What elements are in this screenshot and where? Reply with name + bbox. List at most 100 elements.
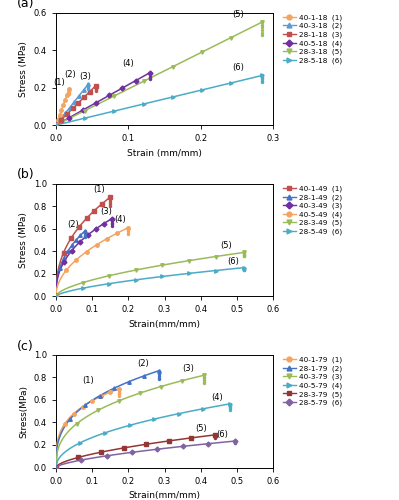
Text: (3): (3) xyxy=(79,72,91,81)
Point xyxy=(66,90,72,98)
Point xyxy=(232,439,239,447)
Point xyxy=(241,265,247,273)
Point xyxy=(201,373,207,381)
Point xyxy=(241,249,247,257)
Text: (a): (a) xyxy=(17,0,34,10)
Point xyxy=(116,389,122,397)
Text: (c): (c) xyxy=(17,340,34,352)
Text: (3): (3) xyxy=(101,207,113,216)
Point xyxy=(241,251,247,259)
Point xyxy=(107,198,113,206)
Text: (6): (6) xyxy=(217,430,229,440)
Text: (4): (4) xyxy=(115,215,126,224)
Point xyxy=(82,232,88,239)
Point xyxy=(107,197,113,205)
X-axis label: Strain (mm/mm): Strain (mm/mm) xyxy=(127,148,202,158)
Point xyxy=(201,380,207,388)
Point xyxy=(259,76,266,84)
Text: (2): (2) xyxy=(65,70,76,79)
Legend: 40-1-79  (1), 28-1-79  (2), 40-3-79  (3), 40-5-79  (4), 28-3-79  (5), 28-5-79  (: 40-1-79 (1), 28-1-79 (2), 40-3-79 (3), 4… xyxy=(280,354,345,409)
Point xyxy=(66,88,72,96)
Point xyxy=(107,195,113,203)
Point xyxy=(156,374,162,382)
Point xyxy=(66,86,72,94)
Point xyxy=(109,218,115,226)
Point xyxy=(227,404,233,411)
Point xyxy=(116,392,122,400)
Point xyxy=(201,371,207,379)
Point xyxy=(232,437,239,445)
Legend: 40-1-49  (1), 28-1-49  (2), 40-3-49  (3), 40-5-49  (4), 28-3-49  (5), 28-5-49  (: 40-1-49 (1), 28-1-49 (2), 40-3-49 (3), 4… xyxy=(280,182,345,238)
Point xyxy=(85,83,92,91)
Point xyxy=(125,228,132,236)
Text: (1): (1) xyxy=(53,78,65,86)
Point xyxy=(85,80,92,88)
Y-axis label: Stress(MPa): Stress(MPa) xyxy=(19,384,28,438)
Point xyxy=(82,233,88,241)
Y-axis label: Stress (MPa): Stress (MPa) xyxy=(19,41,28,96)
Point xyxy=(66,86,72,94)
Point xyxy=(66,88,72,96)
Point xyxy=(156,370,162,378)
Point xyxy=(109,222,115,230)
Point xyxy=(93,85,99,93)
Point xyxy=(156,368,162,376)
Point xyxy=(259,76,266,84)
Point xyxy=(107,200,113,208)
Point xyxy=(109,216,115,224)
Point xyxy=(125,224,132,232)
Text: (5): (5) xyxy=(195,424,207,432)
Point xyxy=(125,225,132,233)
Point xyxy=(156,366,162,374)
Point xyxy=(116,390,122,398)
Point xyxy=(212,431,219,439)
Point xyxy=(259,32,266,40)
Point xyxy=(201,374,207,382)
Text: (2): (2) xyxy=(137,360,149,368)
Point xyxy=(227,402,233,410)
Point xyxy=(212,432,219,440)
Point xyxy=(241,266,247,274)
Point xyxy=(85,85,92,93)
Text: (6): (6) xyxy=(227,257,239,266)
Point xyxy=(116,386,122,394)
Point xyxy=(227,401,233,409)
Point xyxy=(116,384,122,392)
Y-axis label: Stress (MPa): Stress (MPa) xyxy=(19,212,28,268)
X-axis label: Strain(mm/mm): Strain(mm/mm) xyxy=(128,491,201,500)
Point xyxy=(259,24,266,32)
Point xyxy=(241,248,247,256)
Point xyxy=(259,72,266,80)
Text: (2): (2) xyxy=(67,220,79,228)
Point xyxy=(241,264,247,272)
Point xyxy=(212,434,219,442)
Point xyxy=(259,26,266,34)
Point xyxy=(66,89,72,97)
X-axis label: Strain(mm/mm): Strain(mm/mm) xyxy=(128,320,201,329)
Text: (5): (5) xyxy=(220,241,232,250)
Point xyxy=(156,372,162,380)
Point xyxy=(241,250,247,258)
Point xyxy=(93,82,99,90)
Point xyxy=(82,230,88,237)
Point xyxy=(109,219,115,227)
Point xyxy=(147,72,153,80)
Point xyxy=(212,433,219,441)
Point xyxy=(241,264,247,272)
Point xyxy=(212,432,219,440)
Point xyxy=(107,193,113,201)
Point xyxy=(125,228,132,235)
Text: (1): (1) xyxy=(83,376,94,386)
Point xyxy=(259,72,266,80)
Point xyxy=(241,252,247,260)
Point xyxy=(147,76,153,84)
Point xyxy=(232,438,239,446)
Text: (3): (3) xyxy=(182,364,194,373)
Point xyxy=(232,438,239,446)
Point xyxy=(227,404,233,412)
Point xyxy=(241,266,247,274)
Point xyxy=(259,18,266,26)
Point xyxy=(259,78,266,86)
Point xyxy=(147,70,153,78)
Point xyxy=(241,264,247,272)
